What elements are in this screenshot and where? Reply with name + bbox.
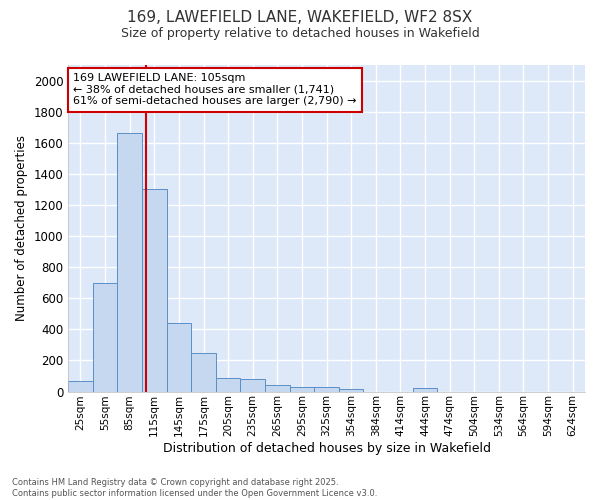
Bar [314,387,339,392]
Bar [93,282,118,392]
Text: 169, LAWEFIELD LANE, WAKEFIELD, WF2 8SX: 169, LAWEFIELD LANE, WAKEFIELD, WF2 8SX [127,10,473,25]
Bar [191,352,216,392]
Bar [413,388,437,392]
Bar [290,387,314,392]
Bar [241,379,265,392]
Bar [167,323,191,392]
Text: 169 LAWEFIELD LANE: 105sqm
← 38% of detached houses are smaller (1,741)
61% of s: 169 LAWEFIELD LANE: 105sqm ← 38% of deta… [73,73,357,106]
Bar [68,380,93,392]
Bar [339,389,364,392]
Text: Contains HM Land Registry data © Crown copyright and database right 2025.
Contai: Contains HM Land Registry data © Crown c… [12,478,377,498]
Bar [118,134,142,392]
Bar [216,378,241,392]
Text: Size of property relative to detached houses in Wakefield: Size of property relative to detached ho… [121,28,479,40]
Bar [265,384,290,392]
X-axis label: Distribution of detached houses by size in Wakefield: Distribution of detached houses by size … [163,442,491,455]
Y-axis label: Number of detached properties: Number of detached properties [15,136,28,322]
Bar [142,190,167,392]
